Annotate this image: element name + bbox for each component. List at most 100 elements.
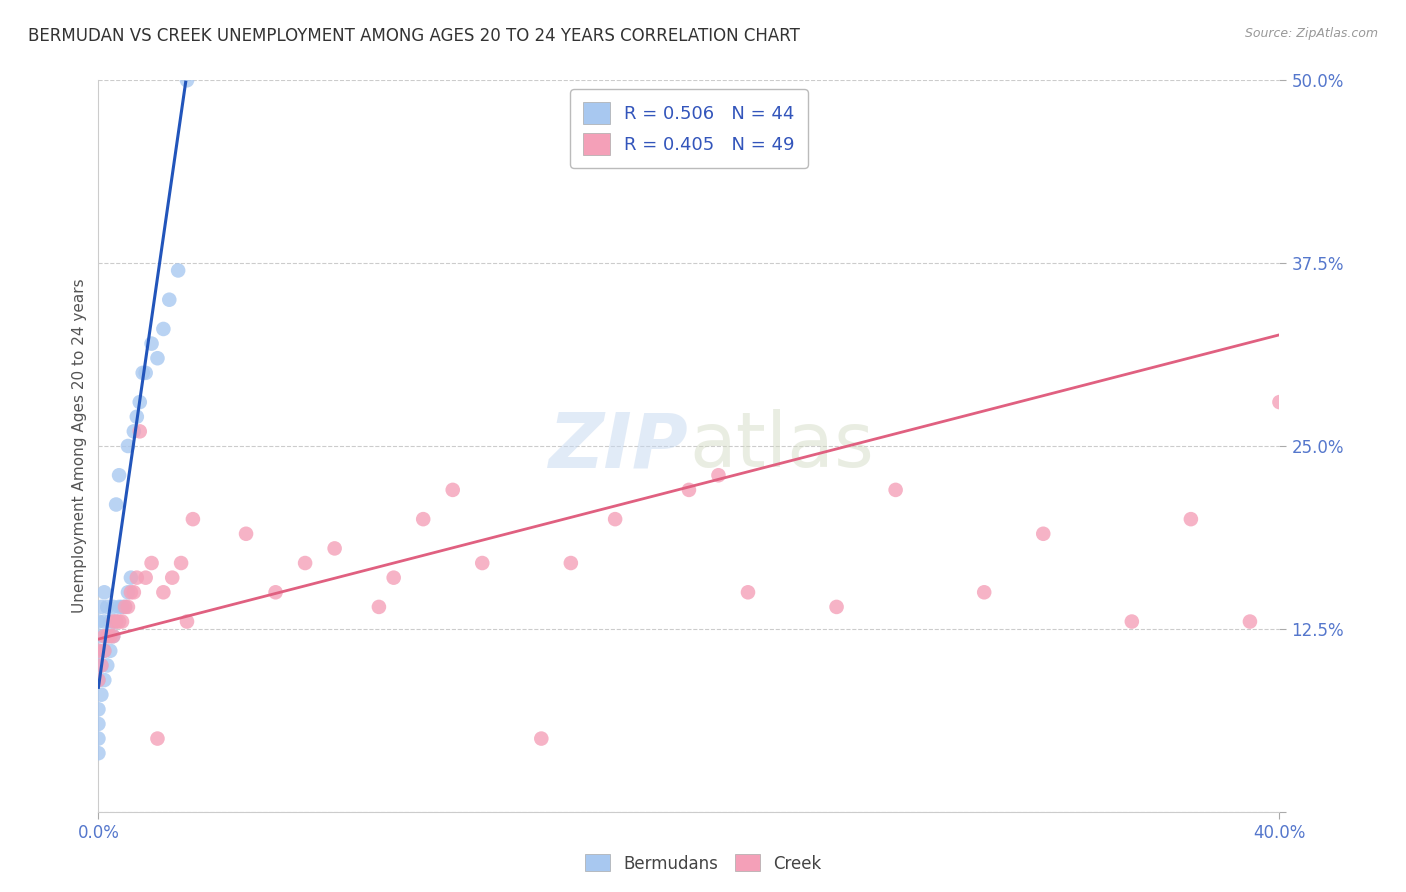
Text: BERMUDAN VS CREEK UNEMPLOYMENT AMONG AGES 20 TO 24 YEARS CORRELATION CHART: BERMUDAN VS CREEK UNEMPLOYMENT AMONG AGE…: [28, 27, 800, 45]
Point: [125, 571, 148, 585]
Point: [90, 599, 112, 614]
Point: [114, 599, 136, 614]
Point: [471, 556, 494, 570]
Point: [117, 585, 139, 599]
Point: [93, 673, 115, 687]
Point: [141, 336, 163, 351]
Point: [152, 322, 174, 336]
Point: [530, 731, 553, 746]
Point: [90, 658, 112, 673]
Point: [87, 673, 110, 687]
Point: [117, 599, 139, 614]
Point: [605, 512, 627, 526]
Point: [114, 599, 136, 614]
Point: [135, 571, 157, 585]
Point: [87, 658, 110, 673]
Y-axis label: Unemployment Among Ages 20 to 24 years: Unemployment Among Ages 20 to 24 years: [72, 278, 87, 614]
Point: [103, 629, 125, 643]
Point: [87, 644, 110, 658]
Point: [87, 731, 110, 746]
Point: [170, 556, 193, 570]
Point: [1239, 615, 1261, 629]
Point: [264, 585, 287, 599]
Point: [678, 483, 700, 497]
Point: [108, 468, 131, 483]
Point: [103, 615, 125, 629]
Point: [98, 615, 121, 629]
Point: [111, 599, 134, 614]
Point: [737, 585, 759, 599]
Point: [90, 629, 112, 643]
Point: [707, 468, 730, 483]
Point: [103, 615, 125, 629]
Point: [181, 512, 204, 526]
Point: [132, 366, 155, 380]
Point: [152, 585, 174, 599]
Text: Source: ZipAtlas.com: Source: ZipAtlas.com: [1244, 27, 1378, 40]
Point: [128, 425, 150, 439]
Point: [141, 556, 163, 570]
Point: [1121, 615, 1143, 629]
Point: [135, 366, 157, 380]
Point: [176, 73, 198, 87]
Legend: Bermudans, Creek: Bermudans, Creek: [578, 847, 828, 880]
Point: [93, 629, 115, 643]
Point: [146, 731, 169, 746]
Point: [441, 483, 464, 497]
Point: [128, 395, 150, 409]
Point: [87, 746, 110, 760]
Point: [90, 688, 112, 702]
Point: [93, 615, 115, 629]
Point: [117, 439, 139, 453]
Point: [105, 615, 128, 629]
Point: [973, 585, 995, 599]
Point: [108, 615, 131, 629]
Text: ZIP: ZIP: [550, 409, 689, 483]
Point: [96, 599, 118, 614]
Point: [108, 599, 131, 614]
Point: [146, 351, 169, 366]
Point: [412, 512, 434, 526]
Point: [176, 615, 198, 629]
Point: [125, 409, 148, 424]
Point: [87, 673, 110, 687]
Point: [825, 599, 848, 614]
Point: [105, 498, 128, 512]
Point: [96, 629, 118, 643]
Point: [157, 293, 180, 307]
Point: [884, 483, 907, 497]
Point: [122, 425, 145, 439]
Point: [122, 585, 145, 599]
Point: [93, 585, 115, 599]
Point: [167, 263, 190, 277]
Point: [1180, 512, 1202, 526]
Point: [235, 526, 257, 541]
Point: [93, 644, 115, 658]
Point: [87, 702, 110, 716]
Point: [1268, 395, 1291, 409]
Point: [87, 615, 110, 629]
Point: [98, 644, 121, 658]
Point: [96, 629, 118, 643]
Point: [111, 615, 134, 629]
Point: [96, 658, 118, 673]
Point: [162, 571, 183, 585]
Point: [120, 585, 142, 599]
Point: [368, 599, 391, 614]
Point: [87, 717, 110, 731]
Point: [87, 644, 110, 658]
Point: [103, 599, 125, 614]
Point: [382, 571, 405, 585]
Point: [1032, 526, 1054, 541]
Legend: R = 0.506   N = 44, R = 0.405   N = 49: R = 0.506 N = 44, R = 0.405 N = 49: [571, 89, 807, 168]
Point: [98, 629, 121, 643]
Point: [105, 615, 128, 629]
Point: [294, 556, 316, 570]
Point: [560, 556, 582, 570]
Point: [90, 658, 112, 673]
Point: [120, 571, 142, 585]
Point: [93, 644, 115, 658]
Point: [103, 629, 125, 643]
Point: [323, 541, 346, 556]
Text: atlas: atlas: [689, 409, 873, 483]
